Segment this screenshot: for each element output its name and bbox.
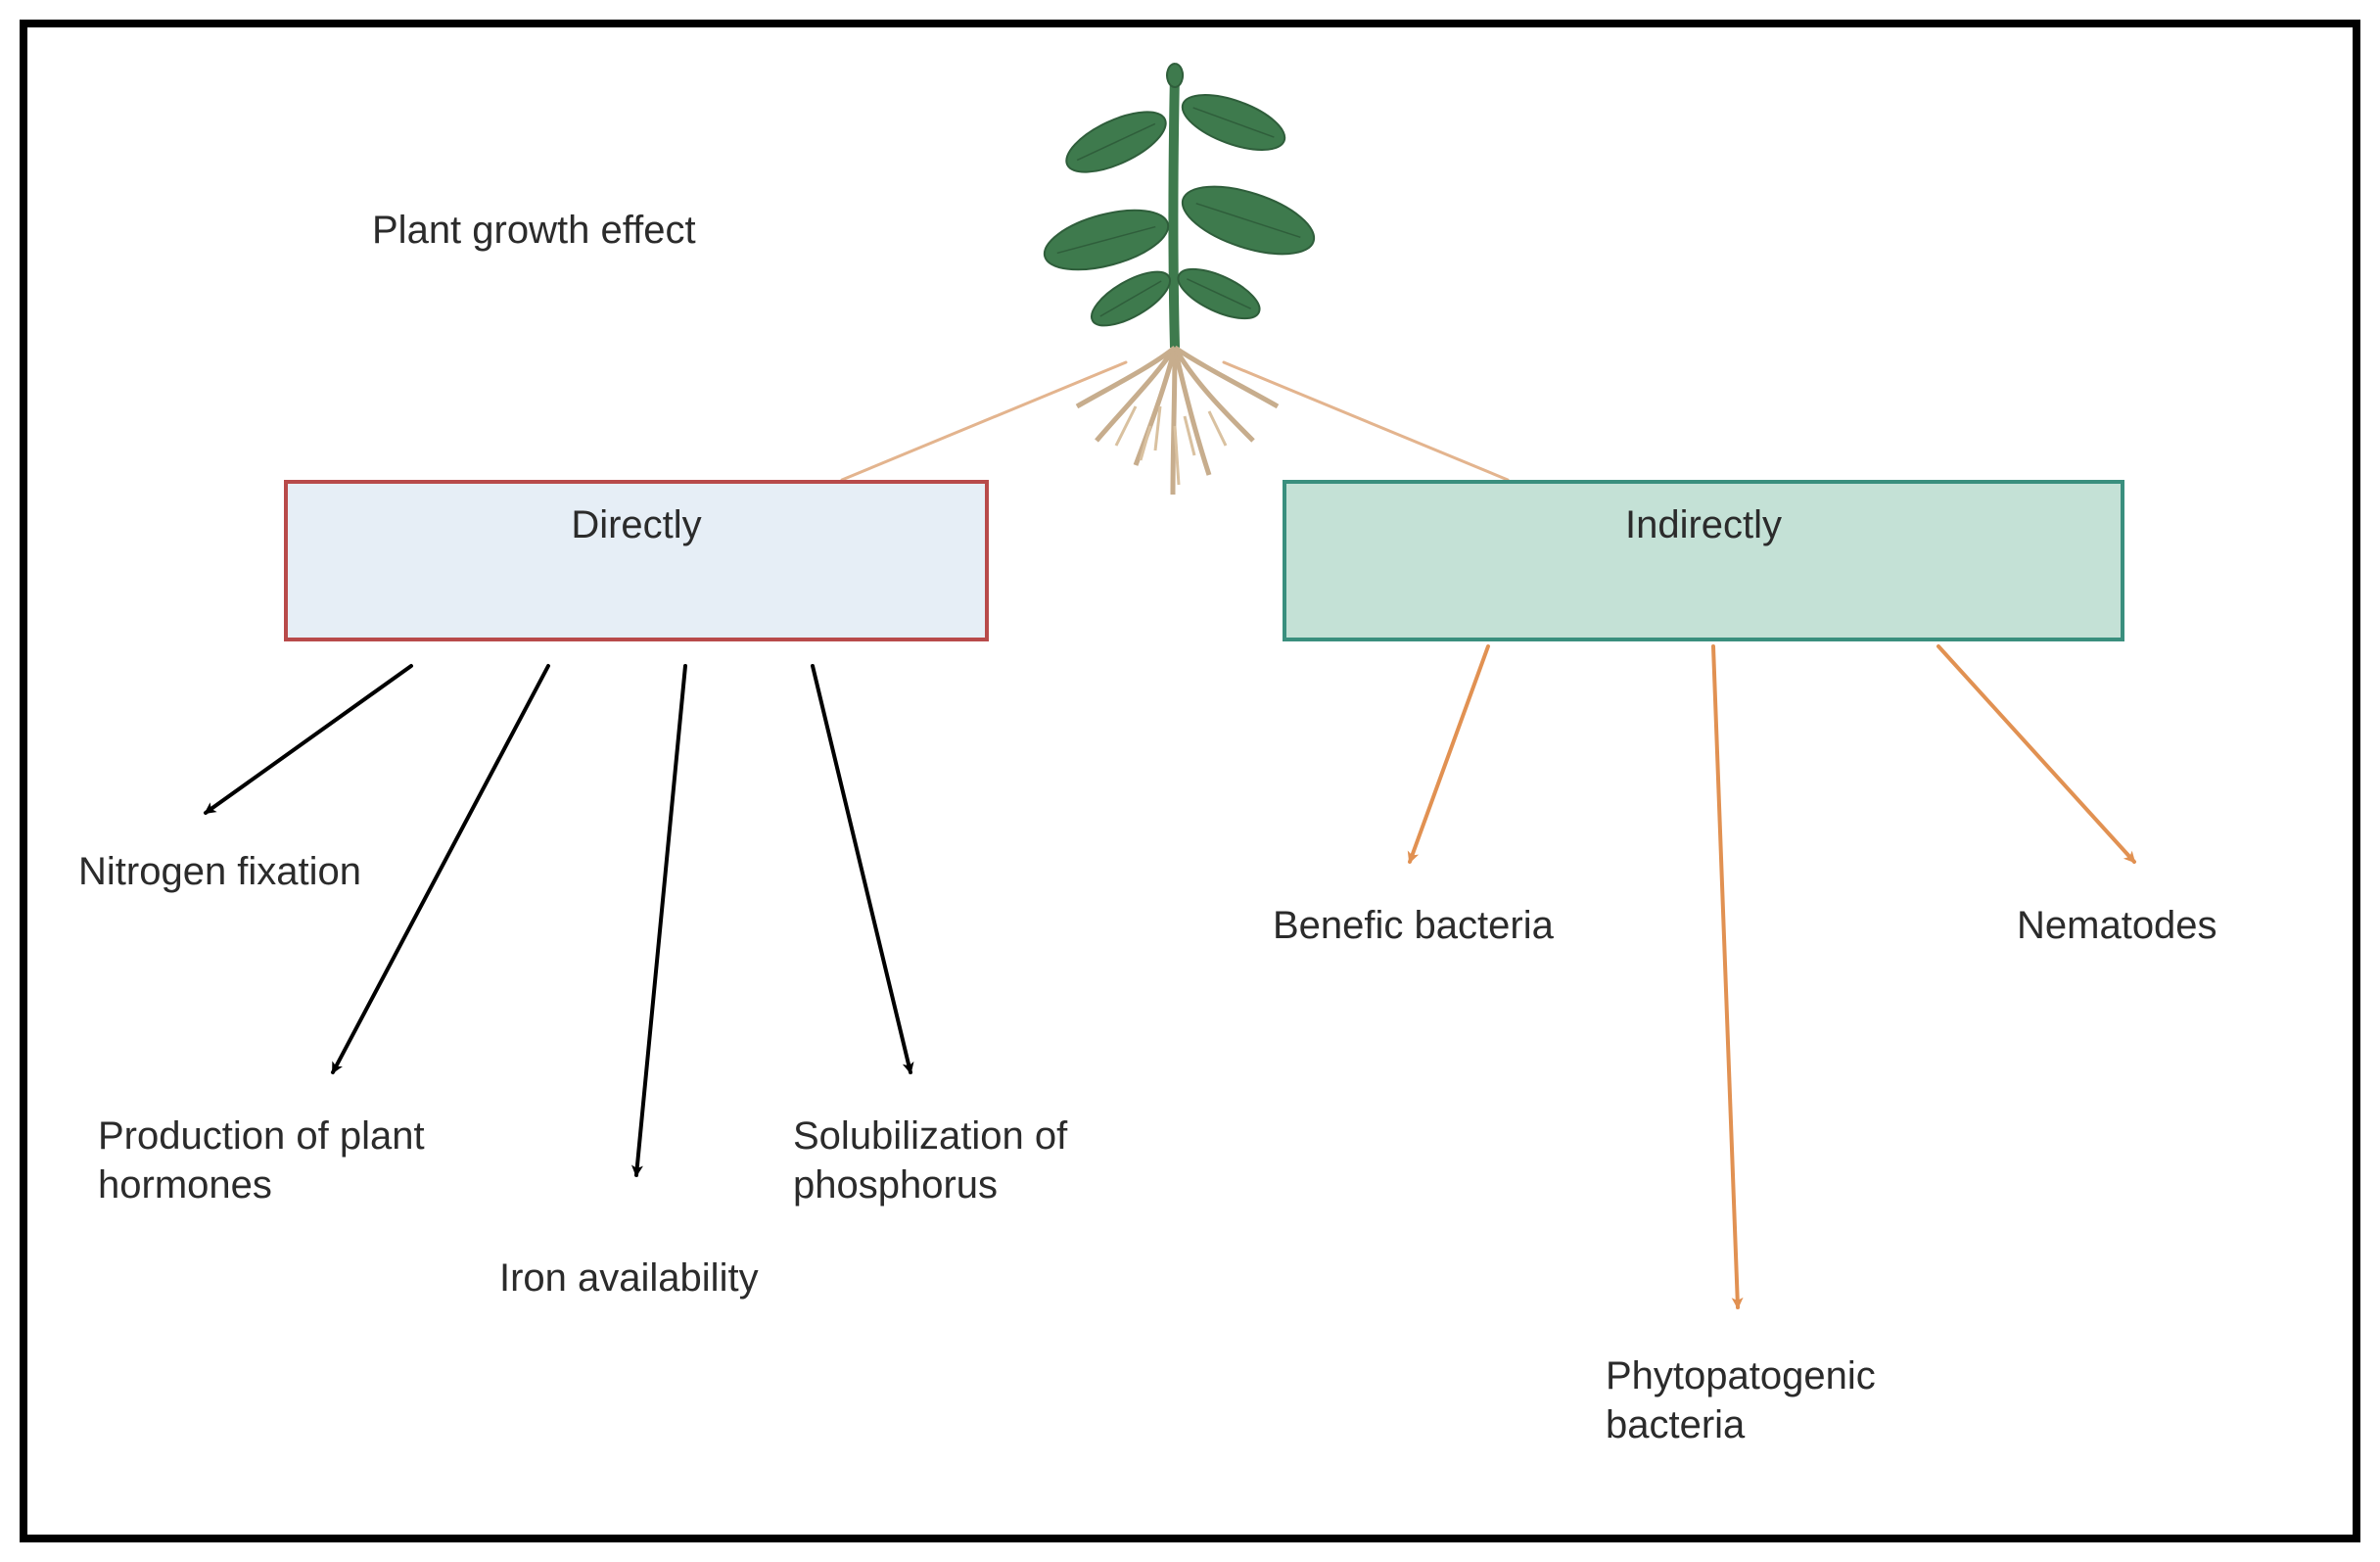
leaf-nitrogen-fixation: Nitrogen fixation bbox=[78, 847, 361, 896]
leaf-iron-availability: Iron availability bbox=[499, 1254, 759, 1302]
leaf-phytopathogenic: Phytopatogenic bacteria bbox=[1606, 1351, 1876, 1449]
diagram-border bbox=[20, 20, 2360, 1542]
box-directly-label: Directly bbox=[571, 503, 701, 547]
box-indirectly-label: Indirectly bbox=[1625, 503, 1782, 547]
leaf-phosphorus: Solubilization of phosphorus bbox=[793, 1112, 1067, 1209]
box-directly: Directly bbox=[284, 480, 989, 641]
leaf-nematodes: Nematodes bbox=[2017, 901, 2217, 950]
box-indirectly: Indirectly bbox=[1283, 480, 2124, 641]
diagram-title: Plant growth effect bbox=[372, 206, 696, 255]
diagram-frame: Plant growth effect Directly Indirectly … bbox=[0, 0, 2380, 1562]
leaf-plant-hormones: Production of plant hormones bbox=[98, 1112, 425, 1209]
leaf-benefic-bacteria: Benefic bacteria bbox=[1273, 901, 1554, 950]
